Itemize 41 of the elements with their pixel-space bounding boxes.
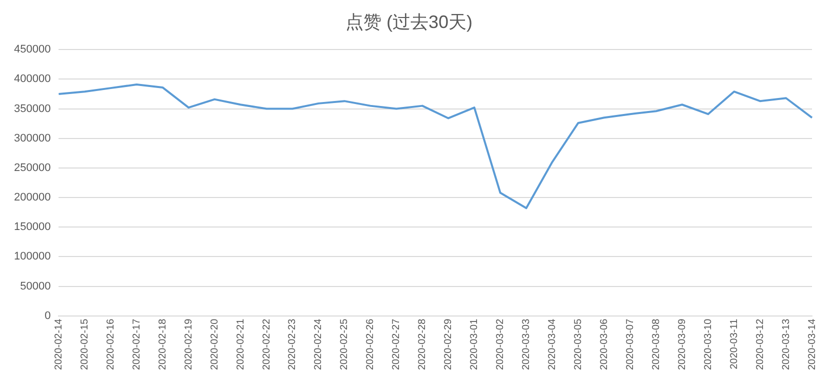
y-tick-label: 100000 bbox=[14, 250, 51, 263]
x-tick-label: 2020-03-02 bbox=[495, 318, 506, 370]
x-tick-label: 2020-03-07 bbox=[624, 318, 636, 370]
x-tick-label: 2020-02-27 bbox=[391, 318, 402, 370]
x-tick-label: 2020-03-01 bbox=[469, 318, 480, 370]
y-tick-label: 400000 bbox=[14, 73, 51, 86]
x-tick-label: 2020-02-16 bbox=[105, 318, 116, 370]
x-tick-label: 2020-02-28 bbox=[417, 318, 428, 370]
x-tick-label: 2020-02-24 bbox=[313, 318, 324, 370]
x-tick-label: 2020-02-19 bbox=[183, 318, 194, 370]
x-tick-label: 2020-03-12 bbox=[754, 318, 766, 370]
y-tick-label: 50000 bbox=[20, 280, 51, 292]
x-tick-label: 2020-03-10 bbox=[702, 318, 714, 370]
y-tick-label: 200000 bbox=[14, 192, 51, 204]
x-tick-label: 2020-02-26 bbox=[365, 318, 376, 370]
y-tick-label: 350000 bbox=[14, 102, 51, 115]
x-tick-label: 2020-02-22 bbox=[261, 318, 272, 370]
x-tick-label: 2020-02-25 bbox=[339, 318, 350, 370]
x-tick-label: 2020-03-14 bbox=[806, 318, 818, 370]
x-tick-label: 2020-02-23 bbox=[287, 318, 298, 370]
x-tick-label: 2020-02-17 bbox=[131, 318, 142, 370]
x-tick-label: 2020-03-03 bbox=[521, 318, 532, 370]
chart-title: 点赞 (过去30天) bbox=[345, 12, 473, 32]
x-tick-label: 2020-02-18 bbox=[157, 318, 168, 370]
x-tick-label: 2020-03-13 bbox=[780, 318, 792, 370]
y-tick-label: 0 bbox=[44, 310, 51, 322]
y-tick-label: 300000 bbox=[14, 132, 51, 144]
x-tick-label: 2020-03-09 bbox=[676, 318, 688, 370]
x-tick-label: 2020-02-21 bbox=[235, 318, 246, 370]
x-tick-label: 2020-03-08 bbox=[650, 318, 662, 370]
y-tick-label: 250000 bbox=[14, 162, 51, 174]
x-tick-label: 2020-03-06 bbox=[598, 318, 610, 370]
x-tick-label: 2020-02-14 bbox=[53, 318, 64, 370]
y-tick-label: 150000 bbox=[14, 221, 51, 234]
y-tick-label: 450000 bbox=[14, 44, 51, 56]
x-tick-label: 2020-03-04 bbox=[546, 318, 558, 370]
x-tick-label: 2020-02-20 bbox=[209, 318, 220, 370]
x-tick-label: 2020-03-11 bbox=[728, 318, 740, 370]
x-tick-label: 2020-02-29 bbox=[443, 318, 454, 370]
x-tick-label: 2020-03-05 bbox=[572, 318, 584, 370]
x-tick-label: 2020-02-15 bbox=[79, 318, 90, 370]
